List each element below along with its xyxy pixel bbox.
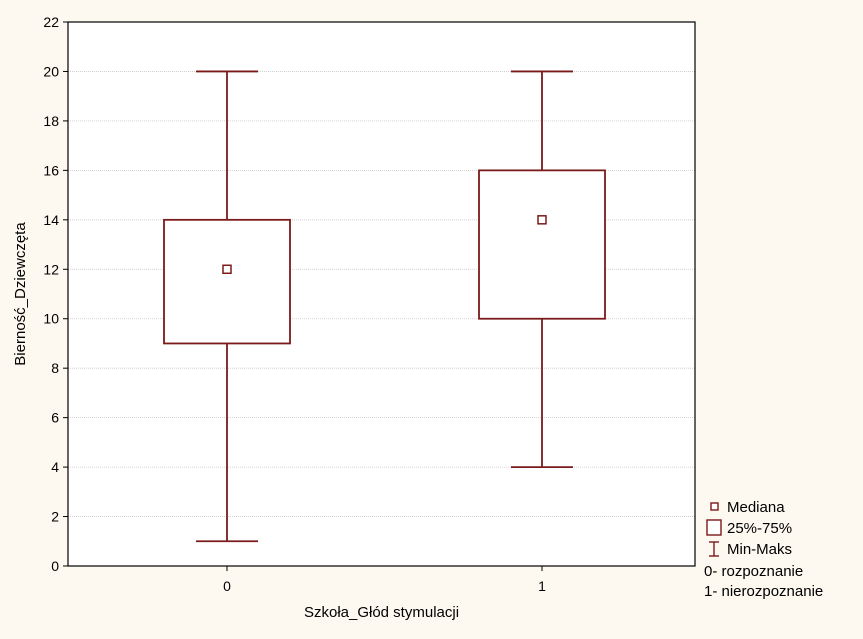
legend-box-marker	[706, 519, 722, 536]
x-tick-label-1: 1	[538, 578, 546, 594]
y-tick-label-16: 16	[43, 162, 59, 178]
y-tick-label-10: 10	[43, 311, 59, 327]
x-axis-title: Szkoła_Głód stymulacji	[304, 604, 459, 621]
legend-whisker-marker	[709, 541, 719, 557]
y-tick-label-4: 4	[51, 459, 59, 475]
y-tick-label-14: 14	[43, 212, 59, 228]
box-series	[163, 70, 606, 543]
y-tick-label-0: 0	[51, 558, 59, 574]
iqr-box-1	[478, 169, 606, 320]
box-group-1	[478, 70, 606, 468]
plot-frame	[67, 21, 696, 567]
legend-median-marker	[710, 502, 719, 511]
y-tick-label-20: 20	[43, 63, 59, 79]
iqr-box-0	[163, 218, 291, 345]
y-tick-label-12: 12	[43, 261, 59, 277]
y-tick-label-6: 6	[51, 410, 59, 426]
y-axis-title: Bierność_Dziewczęta	[12, 222, 29, 366]
x-tick-label-0: 0	[223, 578, 231, 594]
legend-median-label: Mediana	[727, 499, 785, 516]
y-tick-label-18: 18	[43, 113, 59, 129]
legend-whisker-label: Min-Maks	[727, 541, 792, 558]
box-group-0	[163, 70, 291, 543]
legend: Mediana 25%-75% Min-Maks 0- rozpoznanie …	[704, 499, 823, 600]
y-axis-ticks: 0 2 4 6 8 10 12 14 16 18 20 22	[43, 14, 68, 574]
legend-note-0: 0- rozpoznanie	[704, 563, 803, 580]
legend-note-1: 1- nierozpoznanie	[704, 583, 823, 600]
y-tick-label-2: 2	[51, 509, 59, 525]
median-marker-0	[222, 264, 232, 275]
median-marker-1	[537, 215, 547, 225]
y-tick-label-22: 22	[43, 14, 59, 30]
legend-box-label: 25%-75%	[727, 520, 792, 537]
y-tick-label-8: 8	[51, 360, 59, 376]
